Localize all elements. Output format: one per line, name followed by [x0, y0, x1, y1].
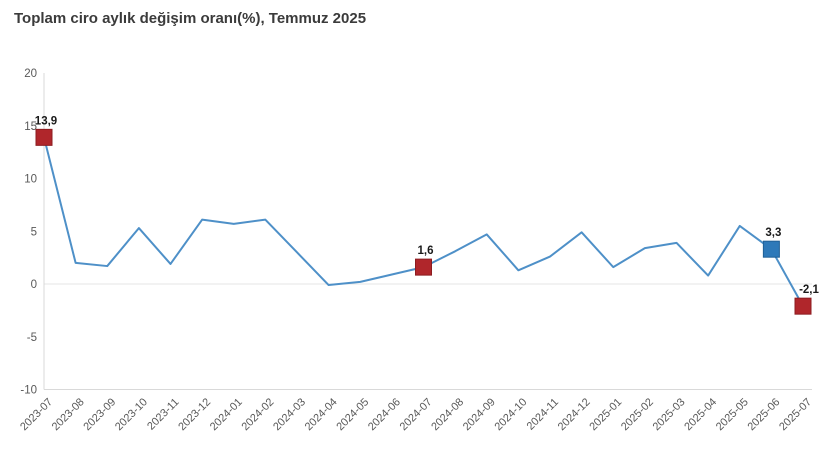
x-axis-tick-label: 2025-03	[651, 396, 688, 433]
x-axis-tick-label: 2025-04	[682, 396, 719, 433]
data-point-label: 3,3	[765, 227, 781, 239]
y-axis-tick-label: 0	[31, 279, 37, 291]
x-axis-tick-label: 2024-03	[271, 396, 308, 433]
x-axis-tick-label: 2023-12	[176, 396, 213, 433]
x-axis-tick-label: 2025-01	[587, 396, 624, 433]
x-axis-tick-label: 2023-07	[18, 396, 55, 433]
x-axis-tick-label: 2023-09	[81, 396, 118, 433]
y-axis-tick-label: 15	[24, 121, 37, 133]
x-axis-tick-label: 2024-11	[525, 396, 561, 432]
data-point-label: -2,1	[799, 284, 819, 296]
x-axis-tick-label: 2024-04	[303, 396, 340, 433]
y-axis-tick-label: -10	[20, 385, 37, 397]
chart-title: Toplam ciro aylık değişim oranı(%), Temm…	[14, 10, 367, 27]
data-point-marker	[415, 258, 432, 276]
y-axis-tick-label: -5	[27, 332, 37, 344]
x-axis-tick-label: 2025-06	[745, 396, 782, 433]
x-axis-tick-label: 2025-05	[714, 396, 751, 433]
x-axis-tick-label: 2024-06	[366, 396, 403, 433]
x-axis-tick-label: 2023-11	[145, 396, 181, 432]
x-axis-tick-label: 2024-10	[492, 396, 529, 433]
x-axis-tick-label: 2025-02	[619, 396, 656, 433]
x-axis-tick-label: 2025-07	[777, 396, 814, 433]
x-axis-tick-label: 2024-05	[334, 396, 371, 433]
x-axis-tick-label: 2024-08	[429, 396, 466, 433]
data-point-marker	[35, 128, 53, 146]
x-axis-tick-label: 2024-12	[556, 396, 593, 433]
data-point-label: 1,6	[418, 245, 434, 257]
y-axis-tick-label: 20	[24, 68, 37, 80]
series-line	[43, 136, 804, 308]
data-point-marker	[794, 297, 812, 315]
x-axis-tick-label: 2023-08	[50, 396, 87, 433]
y-axis-tick-label: 10	[24, 174, 37, 186]
x-axis-tick-label: 2024-01	[208, 396, 245, 433]
data-point-marker	[762, 240, 780, 258]
x-axis-tick-label: 2024-02	[239, 396, 276, 433]
y-axis-tick-label: 5	[31, 226, 37, 238]
data-point-label: 13,9	[35, 115, 57, 127]
x-axis-tick-label: 2024-07	[398, 396, 435, 433]
x-axis-tick-label: 2023-10	[113, 396, 150, 433]
x-axis-tick-label: 2024-09	[461, 396, 498, 433]
